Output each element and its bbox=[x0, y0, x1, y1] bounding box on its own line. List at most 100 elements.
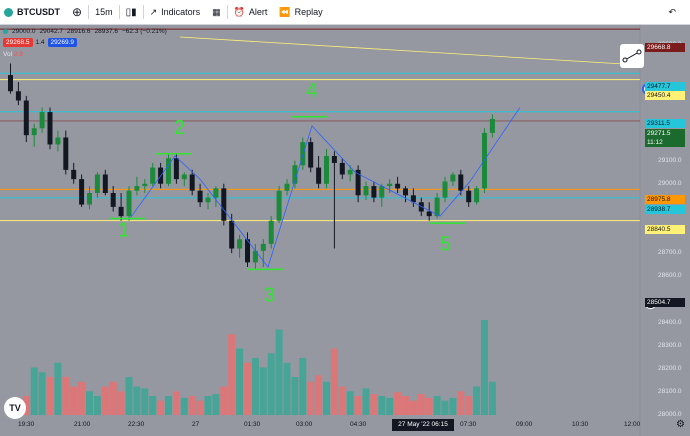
candle-body bbox=[450, 174, 456, 182]
annotation-number: 1 bbox=[118, 219, 129, 241]
candle-body bbox=[292, 165, 298, 184]
candle-body bbox=[197, 190, 203, 203]
volume-bar bbox=[133, 386, 141, 415]
trendline-icon bbox=[622, 49, 642, 63]
symbol-logo-icon bbox=[4, 7, 13, 17]
replay-icon: ⏪ bbox=[279, 6, 291, 17]
volume-bar bbox=[370, 394, 378, 415]
candle-body bbox=[118, 206, 124, 217]
tradingview-logo-icon[interactable]: TV bbox=[4, 397, 26, 419]
indicators-button[interactable]: ↗ Indicators bbox=[144, 0, 207, 24]
candle-body bbox=[442, 181, 448, 198]
candle-body bbox=[260, 243, 266, 251]
volume-bar bbox=[101, 386, 109, 415]
volume-bar bbox=[433, 396, 441, 415]
volume-bar bbox=[157, 400, 165, 415]
sell-price[interactable]: 29268.5 bbox=[3, 38, 33, 47]
volume-bar bbox=[62, 377, 70, 415]
price-tag-yellow-1: 29450.4 bbox=[645, 91, 685, 100]
candle-body bbox=[363, 186, 369, 196]
time-tick: 09:00 bbox=[516, 421, 533, 428]
legend-c: 28937.6 bbox=[94, 28, 119, 35]
volume-bar bbox=[481, 320, 488, 415]
candle-body bbox=[316, 167, 322, 184]
candle-body bbox=[142, 183, 148, 187]
legend-o: 29000.0 bbox=[12, 28, 36, 35]
volume-bar bbox=[117, 391, 125, 415]
volume-bar bbox=[93, 396, 101, 415]
indicators-icon: ↗ bbox=[149, 6, 158, 17]
symbol-button[interactable]: BTCUSDT bbox=[0, 0, 66, 24]
volume-bar bbox=[22, 396, 30, 415]
chart-area[interactable]: 1 2 3 4 5 29000.0 29042.7 28916.6 28937.6 −6… bbox=[0, 25, 690, 436]
volume-bar bbox=[236, 348, 244, 415]
price-tick: 28200.0 bbox=[658, 364, 682, 372]
volume-label: Vol bbox=[3, 51, 13, 58]
volume-bar bbox=[457, 391, 465, 415]
status-dot-icon bbox=[3, 29, 8, 34]
current-price-tag: 29271.5 11:12 bbox=[645, 129, 685, 147]
compare-button[interactable]: ⊕ bbox=[66, 0, 88, 24]
candle-body bbox=[102, 174, 108, 193]
volume-bar bbox=[172, 391, 180, 415]
spread-value: 1.4 bbox=[35, 39, 45, 46]
volume-bar bbox=[417, 394, 425, 415]
candle-body bbox=[395, 183, 401, 189]
candle-body bbox=[245, 239, 250, 263]
volume-bar bbox=[259, 367, 267, 415]
price-tick: 28700.0 bbox=[658, 249, 682, 257]
annotation-number: 2 bbox=[174, 117, 185, 139]
time-tick: 03:00 bbox=[296, 421, 313, 428]
volume-bar bbox=[449, 397, 457, 415]
price-tick: 28600.0 bbox=[658, 272, 682, 280]
grid-icon: ▦ bbox=[212, 6, 221, 17]
alert-label: Alert bbox=[248, 7, 268, 17]
buy-price[interactable]: 29269.9 bbox=[47, 38, 78, 47]
settings-gear-icon[interactable]: ⚙ bbox=[676, 419, 685, 430]
volume-bar bbox=[386, 397, 394, 415]
time-tick: 22:30 bbox=[128, 421, 145, 428]
crosshair-time-tag: 27 May '22 06:15 bbox=[392, 419, 454, 431]
interval-button[interactable]: 15m bbox=[89, 0, 119, 24]
candle-body bbox=[229, 220, 235, 249]
volume-bar bbox=[330, 348, 338, 415]
candle-body bbox=[134, 186, 140, 191]
undo-button[interactable]: ↶ bbox=[662, 0, 682, 24]
candle-body bbox=[31, 128, 37, 136]
volume-bar bbox=[441, 400, 449, 415]
replay-button[interactable]: ⏪ Replay bbox=[273, 0, 328, 24]
legend-change: −62.3 (−0.21%) bbox=[122, 28, 167, 35]
legend-l: 28916.6 bbox=[67, 28, 91, 35]
volume-bar bbox=[323, 381, 330, 415]
volume-bar bbox=[338, 386, 346, 415]
time-tick: 04:30 bbox=[350, 421, 367, 428]
alert-button[interactable]: ⏰ Alert bbox=[228, 0, 274, 24]
volume-bar bbox=[402, 396, 409, 415]
volume-bar bbox=[394, 392, 402, 415]
candle-body bbox=[110, 193, 116, 207]
candle-body bbox=[403, 188, 408, 196]
volume-bar bbox=[488, 381, 496, 415]
price-tag-cyan-3: 28938.7 bbox=[645, 205, 685, 214]
price-tick: 29100.0 bbox=[658, 156, 682, 164]
candle-body bbox=[150, 167, 156, 184]
candle-body bbox=[71, 169, 77, 180]
toolbar-divider bbox=[142, 5, 144, 19]
price-chart[interactable]: 1 2 3 4 5 bbox=[0, 25, 690, 436]
trendline-tool-button[interactable] bbox=[620, 44, 644, 68]
candle-body bbox=[126, 190, 132, 217]
candle-body bbox=[166, 158, 171, 184]
candle-body bbox=[173, 158, 179, 180]
time-tick: 07:30 bbox=[460, 421, 477, 428]
volume-bar bbox=[165, 396, 172, 415]
candle-body bbox=[47, 112, 53, 145]
toolbar-divider bbox=[226, 5, 228, 19]
ohlc-legend: 29000.0 29042.7 28916.6 28937.6 −62.3 (−… bbox=[3, 28, 167, 58]
symbol-label: BTCUSDT bbox=[17, 7, 60, 17]
price-tag-top: 29668.8 bbox=[645, 43, 685, 52]
chart-type-button[interactable]: ▯▮ bbox=[120, 0, 143, 24]
volume-bar bbox=[425, 397, 433, 415]
price-tick: 29000.0 bbox=[658, 179, 682, 187]
candle-body bbox=[79, 179, 85, 205]
templates-button[interactable]: ▦ bbox=[206, 0, 227, 24]
